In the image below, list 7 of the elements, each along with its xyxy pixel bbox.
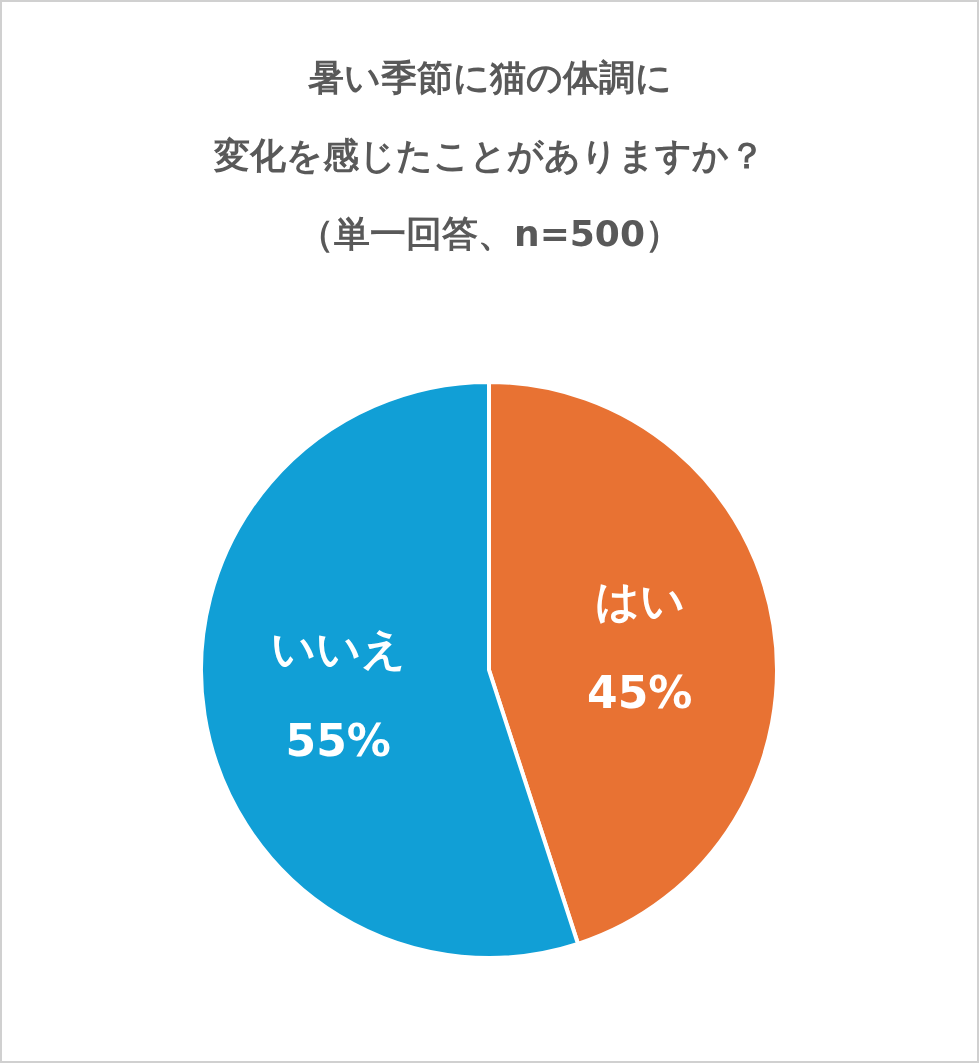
chart-title: 暑い季節に猫の体調に xyxy=(306,57,672,98)
text: （単一回答、n=500） xyxy=(298,213,681,254)
chart-subtitle: 変化を感じたことがありますか？ xyxy=(213,135,765,176)
data-label: 45% xyxy=(587,667,693,719)
slice-label: はい xyxy=(594,575,685,627)
slice-label: いいえ xyxy=(270,622,406,674)
data-label: 55% xyxy=(285,714,391,766)
